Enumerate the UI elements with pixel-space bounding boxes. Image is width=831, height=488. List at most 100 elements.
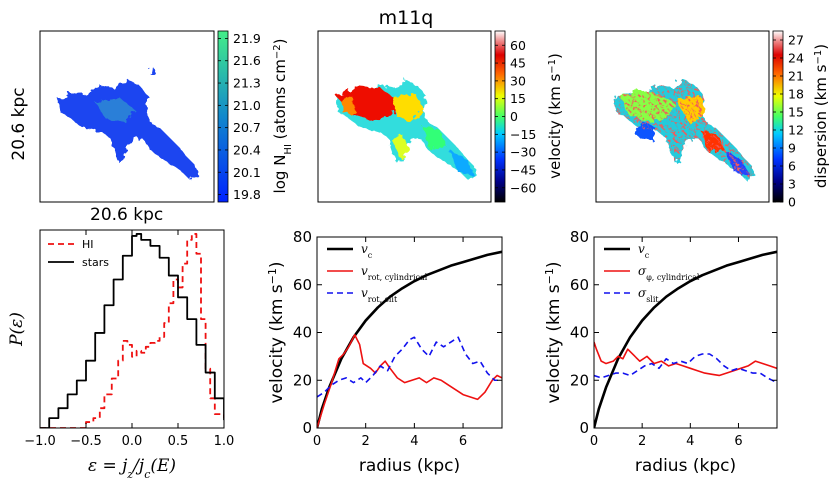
rotation-curve-ytick-label-2: 40	[293, 324, 312, 342]
dispersion-colorbar-tick-label-2: 21	[788, 69, 804, 84]
nhi-colorbar-tick-label-1: 21.6	[233, 53, 261, 68]
nhi-colorbar-label: log NHI (atoms cm−2)	[271, 39, 294, 194]
epsilon-distribution-ylabel: P(ε)	[7, 312, 27, 347]
dispersion-curve-xtick-label-3: 6	[734, 434, 742, 449]
velocity-map: 60 45 30 15 0 −15 −30 −45 −60 velocity (km s−1)	[317, 30, 564, 203]
velocity-colorbar-tick-label-5: −15	[510, 127, 536, 142]
dispersion-colorbar-tick-label-4: 15	[788, 105, 804, 120]
rotation-curve-axes-frame	[316, 236, 503, 429]
velocity-colorbar-label: velocity (km s−1)	[546, 53, 564, 179]
rotation-curve-ylabel: velocity (km s−1)	[266, 261, 288, 403]
dispersion-curve-xtick-label-2: 4	[686, 434, 694, 449]
nhi-colorbar-tick-label-0: 21.9	[233, 31, 261, 46]
dispersion-colorbar-tick-label-0: 27	[788, 33, 804, 48]
dispersion-curve-xlabel: radius (kpc)	[635, 456, 736, 476]
nhi-colorbar-tick-label-3: 21.0	[233, 98, 261, 113]
map-scale-x-label: 20.6 kpc	[90, 205, 163, 225]
velocity-colorbar-tick-label-1: 45	[510, 56, 526, 71]
rotation-curve-series-v-rot-cylindrical	[317, 334, 502, 428]
dispersion-colorbar-ticks: 27 24 21 18 15 12 9 6 3 0	[773, 33, 804, 210]
dispersion-curve-ytick-label-1: 20	[570, 371, 589, 389]
velocity-colorbar-ticks: 60 45 30 15 0 −15 −30 −45 −60	[495, 38, 536, 195]
rotation-curve-legend-label-1: vrot, cylindrical	[361, 264, 428, 282]
dispersion-map: 27 24 21 18 15 12 9 6 3 0 dispersion (km s−1)	[595, 30, 830, 210]
dispersion-colorbar-tick-label-9: 0	[788, 195, 796, 210]
rotation-curve-legend-label-2: vrot, slit	[361, 286, 398, 304]
velocity-colorbar-tick-label-0: 60	[510, 38, 526, 53]
nhi-colorbar-tick-label-2: 21.3	[233, 76, 261, 91]
dispersion-curve-legend: vc σφ, cylindrical σslit	[604, 242, 700, 304]
nhi-colorbar-tick-label-5: 20.4	[233, 142, 261, 157]
nhi-colorbar-tick-label-7: 19.8	[233, 187, 261, 202]
nhi-map-frame	[39, 30, 215, 203]
rotation-curve-xtick-label-3: 6	[459, 434, 467, 449]
dispersion-curve-xtick-label-1: 2	[638, 434, 646, 449]
figure-title: m11q	[379, 7, 434, 29]
epsilon-distribution-legend-label-0: HI	[82, 238, 94, 251]
dispersion-colorbar-tick-label-7: 6	[788, 159, 796, 174]
velocity-colorbar-tick-label-7: −45	[510, 162, 536, 177]
dispersion-curve-ytick-label-3: 60	[570, 276, 589, 294]
rotation-curve-legend: vc vrot, cylindrical vrot, slit	[327, 242, 428, 304]
nhi-colorbar	[217, 30, 229, 203]
dispersion-curve-axes-frame	[593, 236, 778, 429]
rotation-curve-ytick-label-4: 80	[293, 228, 312, 246]
dispersion-colorbar	[772, 30, 784, 203]
velocity-map-frame	[317, 30, 492, 203]
dispersion-curve-series-v-c	[594, 250, 777, 428]
dispersion-colorbar-tick-label-5: 12	[788, 123, 804, 138]
dispersion-colorbar-label: dispersion (km s−1)	[812, 44, 830, 188]
epsilon-distribution-xlabel: ε = jz/jc(E)	[88, 456, 176, 481]
dispersion-curve-ytick-label-0: 0	[579, 419, 589, 437]
dispersion-curve-series--cylindrical	[594, 341, 777, 377]
epsilon-distribution-xtick-label-1: −0.5	[70, 434, 102, 449]
nhi-colorbar-tick-label-6: 20.1	[233, 165, 261, 180]
dispersion-curve-legend-label-2: σslit	[638, 286, 659, 304]
epsilon-distribution-legend-label-1: stars	[82, 256, 109, 269]
epsilon-distribution-series-hi	[40, 233, 224, 428]
rotation-curve-ytick-label-3: 60	[293, 276, 312, 294]
velocity-colorbar-tick-label-4: 0	[510, 109, 518, 124]
rotation-curve-legend-label-0: vc	[361, 242, 373, 260]
dispersion-curve-ytick-label-4: 80	[570, 228, 589, 246]
rotation-curve-ytick-label-0: 0	[302, 419, 312, 437]
dispersion-map-frame	[595, 30, 770, 203]
velocity-colorbar-tick-label-6: −30	[510, 145, 536, 160]
dispersion-curve-legend-label-1: σφ, cylindrical	[638, 264, 700, 282]
nhi-map-dense-core	[95, 98, 135, 122]
dispersion-colorbar-tick-label-3: 18	[788, 87, 804, 102]
epsilon-distribution-xtick-label-3: 0.5	[168, 434, 189, 449]
rotation-curve-xlabel: radius (kpc)	[359, 456, 460, 476]
velocity-colorbar-tick-label-3: 15	[510, 91, 526, 106]
nhi-colorbar-ticks: 21.9 21.6 21.3 21.0 20.7 20.4 20.1 19.8	[218, 31, 261, 202]
nhi-map-gas-blob	[58, 80, 198, 180]
map-scale-y-label: 20.6 kpc	[9, 87, 29, 160]
epsilon-distribution-legend: HI stars	[48, 238, 109, 269]
epsilon-distribution-series-stars	[40, 233, 224, 428]
dispersion-curve-ylabel: velocity (km s−1)	[543, 261, 565, 403]
epsilon-distribution-panel: −1.0 −0.5 0.0 0.5 1.0 ε = jz/jc(E) P(ε) HI stars	[7, 229, 235, 481]
rotation-curve-xtick-label-0: 0	[313, 434, 321, 449]
epsilon-distribution-xtick-label-2: 0.0	[122, 434, 143, 449]
nhi-map: 20.6 kpc 20.6 kpc 21.9 21.6 21.3 21.0 20.7 20…	[9, 30, 294, 225]
dispersion-curve-series--slit	[594, 353, 777, 384]
dispersion-colorbar-tick-label-8: 3	[788, 177, 796, 192]
dispersion-curve-xtick-label-0: 0	[590, 434, 598, 449]
rotation-curve-series-v-c	[317, 250, 502, 428]
rotation-curve-ytick-label-1: 20	[293, 371, 312, 389]
epsilon-distribution-xtick-label-0: −1.0	[24, 434, 56, 449]
velocity-colorbar-tick-label-8: −60	[510, 180, 536, 195]
dispersion-curve-legend-label-0: vc	[638, 242, 650, 260]
dispersion-colorbar-tick-label-6: 9	[788, 141, 796, 156]
rotation-curve-xtick-label-1: 2	[362, 434, 370, 449]
nhi-colorbar-tick-label-4: 20.7	[233, 120, 261, 135]
dispersion-curve-ytick-label-2: 40	[570, 324, 589, 342]
epsilon-distribution-xtick-label-4: 1.0	[214, 434, 235, 449]
rotation-curve-xtick-label-2: 4	[410, 434, 418, 449]
velocity-colorbar-tick-label-2: 30	[510, 73, 526, 88]
rotation-curve-series-v-rot-slit	[317, 336, 502, 398]
dispersion-colorbar-tick-label-1: 24	[788, 51, 804, 66]
